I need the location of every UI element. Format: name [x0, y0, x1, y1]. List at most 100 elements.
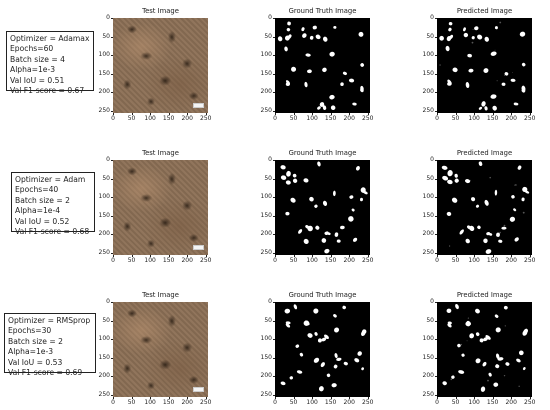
- y-tick-label: 50: [102, 174, 110, 182]
- config-line: Epochs=40: [15, 185, 59, 195]
- y-tick-mark: [111, 178, 113, 180]
- x-tick-mark: [168, 255, 170, 257]
- mask-blob: [447, 170, 453, 177]
- mask-blob: [361, 330, 366, 337]
- y-tick-label: 150: [260, 211, 272, 219]
- x-tick-mark: [187, 255, 189, 257]
- y-tick-mark: [111, 339, 113, 341]
- mask-blob: [309, 196, 314, 202]
- mask-blob: [490, 94, 497, 99]
- mask-blob: [459, 229, 464, 235]
- mask-blob: [307, 69, 312, 74]
- mask-blob: [442, 175, 449, 181]
- x-tick-label: 200: [505, 399, 517, 406]
- x-tick-mark: [492, 397, 494, 399]
- x-tick-mark: [437, 397, 438, 399]
- mask-blob: [458, 370, 465, 374]
- x-tick-mark: [205, 255, 207, 257]
- config-line: Val F1-score = 0.67: [10, 86, 85, 96]
- mask-blob: [317, 161, 321, 167]
- mask-blob: [333, 314, 337, 318]
- x-tick-label: 150: [486, 115, 499, 122]
- mask-blob: [483, 238, 488, 244]
- x-tick-label: 50: [127, 115, 136, 122]
- x-tick-mark: [168, 113, 170, 115]
- mask-blob: [360, 187, 366, 193]
- y-tick-label: 0: [268, 298, 272, 305]
- x-tick-mark: [187, 113, 189, 115]
- y-tick-label: 0: [430, 14, 434, 21]
- mask-blobs: [442, 303, 529, 392]
- x-tick-mark: [113, 255, 114, 257]
- mask-blob: [291, 66, 297, 72]
- x-tick-mark: [150, 255, 152, 257]
- mask-blob: [522, 330, 528, 336]
- y-tick-label: 150: [98, 353, 110, 361]
- mask-blob: [488, 372, 492, 377]
- config-line: Epochs=30: [8, 326, 52, 336]
- y-tick-label: 0: [430, 156, 434, 163]
- config-line: Alpha=1e-4: [15, 206, 61, 216]
- config-line: Optimizer = RMSprop: [8, 316, 91, 325]
- mask-blob: [336, 357, 342, 362]
- x-tick-mark: [113, 397, 114, 399]
- config-line: Optimizer = Adamax: [10, 34, 90, 43]
- mask-blob: [289, 376, 293, 380]
- mask-blob: [447, 82, 452, 86]
- mask-blob: [317, 106, 321, 110]
- y-tick-mark: [273, 160, 275, 161]
- x-tick-label: 150: [324, 257, 337, 264]
- y-tick-mark: [435, 357, 437, 359]
- x-tick-mark: [367, 113, 369, 115]
- prediction-noise: [499, 231, 501, 234]
- prediction-noise: [439, 64, 441, 66]
- mask-blob: [312, 25, 317, 30]
- mask-blob: [495, 364, 500, 369]
- mask-blob: [326, 373, 331, 378]
- y-tick-mark: [111, 394, 113, 396]
- y-tick-label: 200: [422, 88, 434, 96]
- y-tick-mark: [111, 234, 113, 236]
- mask-blob: [299, 352, 304, 357]
- x-tick-label: 200: [343, 399, 355, 406]
- x-tick-label: 250: [362, 257, 374, 264]
- mask-blob: [340, 82, 344, 87]
- y-tick-label: 150: [422, 353, 434, 361]
- y-tick-mark: [273, 320, 275, 322]
- prediction-noise: [494, 49, 496, 51]
- mask-blob: [352, 102, 357, 106]
- mask-blob: [492, 105, 497, 111]
- mask-blob: [516, 358, 521, 363]
- mask-blob: [447, 321, 452, 325]
- prediction-noise: [503, 224, 506, 227]
- mask-blob: [486, 232, 491, 236]
- x-tick-label: 150: [486, 399, 499, 406]
- prediction-noise: [514, 184, 516, 186]
- mask-blob: [501, 226, 507, 230]
- mask-blob: [494, 26, 498, 30]
- y-tick-label: 200: [98, 88, 110, 96]
- mask-blob: [309, 35, 314, 40]
- mask-blob: [484, 199, 489, 206]
- x-tick-mark: [275, 113, 276, 115]
- y-tick-mark: [111, 357, 113, 359]
- mask-blob: [285, 323, 291, 328]
- y-tick-label: 50: [426, 32, 434, 40]
- mask-blob: [446, 36, 452, 42]
- y-tick-label: 250: [260, 106, 272, 114]
- mask-blobs: [280, 304, 367, 392]
- mask-blob: [445, 45, 450, 52]
- panel-title-predicted: Predicted Image: [456, 149, 513, 157]
- x-tick-label: 150: [162, 115, 175, 122]
- x-tick-label: 0: [111, 257, 115, 264]
- y-tick-label: 100: [98, 51, 110, 59]
- y-tick-label: 200: [260, 372, 272, 380]
- y-tick-label: 250: [98, 248, 110, 256]
- y-tick-label: 150: [422, 69, 434, 77]
- prediction-noise: [448, 245, 451, 247]
- mask-blob: [501, 82, 506, 86]
- mask-blob: [478, 106, 483, 110]
- ground-truth-mask: [275, 302, 370, 397]
- x-tick-label: 0: [273, 115, 277, 122]
- x-tick-label: 100: [468, 257, 480, 264]
